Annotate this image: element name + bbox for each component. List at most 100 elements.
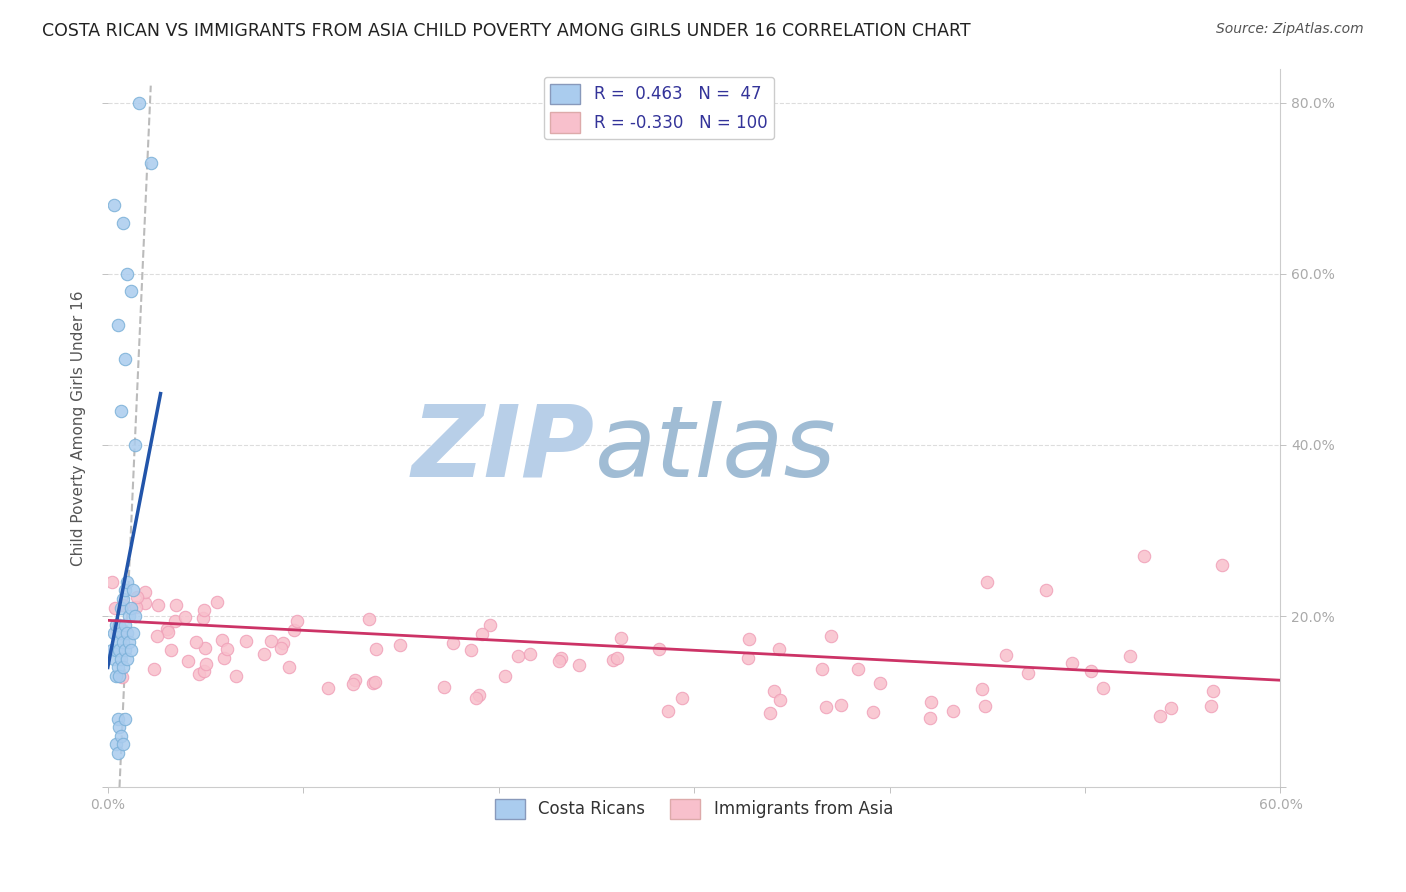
Point (194, 641, 217, 656)
Point (100, 643, 122, 657)
Point (173, 609, 195, 624)
Point (1160, 701, 1182, 715)
Point (215, 641, 238, 656)
Point (114, 617, 136, 632)
Point (103, 652, 125, 666)
Point (1017, 665, 1039, 680)
Point (464, 691, 486, 706)
Point (120, 600, 142, 615)
Point (125, 591, 148, 605)
Point (862, 705, 884, 719)
Point (110, 652, 132, 666)
Point (163, 615, 186, 629)
Point (110, 600, 132, 615)
Point (122, 583, 145, 598)
Point (460, 643, 482, 657)
Point (970, 681, 993, 696)
Point (139, 155, 162, 169)
Legend: Costa Ricans, Immigrants from Asia: Costa Ricans, Immigrants from Asia (488, 792, 900, 826)
Point (1035, 583, 1057, 598)
Point (212, 651, 235, 665)
Point (759, 706, 782, 720)
Point (610, 632, 633, 646)
Point (107, 712, 129, 726)
Point (820, 629, 842, 643)
Point (1060, 656, 1083, 670)
Point (145, 629, 167, 643)
Point (768, 692, 790, 706)
Point (1132, 549, 1154, 564)
Point (112, 215, 135, 229)
Point (278, 660, 301, 674)
Point (156, 622, 179, 636)
Point (128, 95, 150, 110)
Point (108, 720, 131, 734)
Point (110, 626, 132, 640)
Point (357, 612, 380, 626)
Point (478, 617, 501, 632)
Point (443, 636, 465, 650)
Point (108, 617, 131, 632)
Point (112, 591, 135, 606)
Point (737, 651, 759, 665)
Point (110, 403, 132, 417)
Point (648, 641, 671, 656)
Point (1199, 698, 1222, 713)
Text: COSTA RICAN VS IMMIGRANTS FROM ASIA CHILD POVERTY AMONG GIRLS UNDER 16 CORRELATI: COSTA RICAN VS IMMIGRANTS FROM ASIA CHIL… (42, 22, 970, 40)
Point (830, 698, 852, 712)
Point (104, 669, 127, 683)
Point (177, 654, 200, 668)
Point (942, 704, 965, 718)
Point (316, 681, 339, 696)
Point (468, 688, 491, 702)
Point (117, 574, 139, 589)
Point (111, 624, 134, 639)
Point (494, 669, 516, 683)
Point (271, 635, 294, 649)
Point (1211, 558, 1233, 572)
Text: atlas: atlas (595, 401, 837, 498)
Point (763, 684, 786, 698)
Point (846, 662, 869, 676)
Point (112, 660, 135, 674)
Point (283, 623, 305, 637)
Point (117, 626, 139, 640)
Point (111, 598, 134, 612)
Point (976, 574, 998, 589)
Point (134, 585, 156, 599)
Point (104, 601, 127, 615)
Point (124, 600, 146, 615)
Point (344, 673, 367, 688)
Point (160, 643, 183, 657)
Point (568, 658, 591, 673)
Point (117, 652, 139, 666)
Point (143, 662, 166, 676)
Point (920, 695, 942, 709)
Point (101, 575, 124, 590)
Point (107, 318, 129, 333)
Point (519, 647, 541, 661)
Point (124, 609, 146, 624)
Point (193, 603, 215, 617)
Point (671, 691, 693, 706)
Point (211, 632, 233, 647)
Point (112, 634, 135, 648)
Point (1080, 664, 1102, 678)
Point (995, 648, 1018, 663)
Point (187, 666, 209, 681)
Y-axis label: Child Poverty Among Girls Under 16: Child Poverty Among Girls Under 16 (72, 290, 86, 566)
Point (104, 617, 127, 632)
Point (117, 267, 139, 281)
Point (108, 669, 131, 683)
Point (869, 676, 891, 690)
Point (768, 641, 790, 656)
Point (1202, 684, 1225, 698)
Point (107, 634, 129, 648)
Point (108, 643, 131, 657)
Point (389, 638, 412, 652)
Point (815, 699, 838, 714)
Point (918, 711, 941, 725)
Point (1149, 709, 1171, 723)
Point (134, 596, 156, 610)
Point (363, 676, 385, 690)
